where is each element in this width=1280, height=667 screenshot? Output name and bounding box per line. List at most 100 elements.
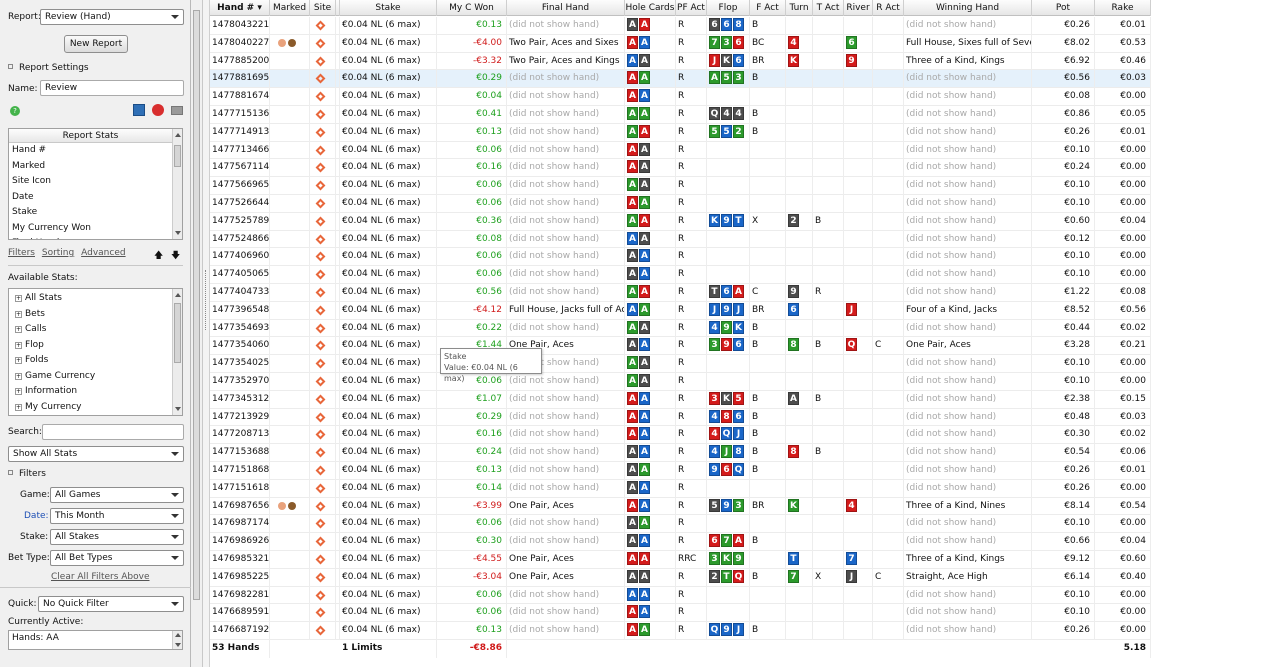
- tree-item[interactable]: +Preflop: [9, 415, 182, 416]
- table-row[interactable]: 14773965484 €0.04 NL (6 max) -€4.12 Full Ho…: [210, 301, 1151, 320]
- table-row[interactable]: 14778852009 €0.04 NL (6 max) -€3.32 Two Pai…: [210, 52, 1151, 71]
- table-row[interactable]: 14775669652 €0.04 NL (6 max) €0.06 (did not…: [210, 177, 1151, 195]
- delete-icon[interactable]: [152, 104, 164, 116]
- tab-filters[interactable]: Filters: [8, 248, 35, 258]
- print-icon[interactable]: [171, 106, 183, 115]
- expand-icon[interactable]: +: [15, 310, 22, 318]
- table-row[interactable]: 14775248665 €0.04 NL (6 max) €0.08 (did not…: [210, 230, 1151, 249]
- table-row[interactable]: 14780432210 €0.04 NL (6 max) €0.13 (did not…: [210, 17, 1151, 35]
- column-header-stake[interactable]: Stake: [340, 0, 437, 16]
- help-icon[interactable]: ?: [10, 106, 20, 116]
- save-icon[interactable]: [133, 104, 145, 116]
- expand-icon[interactable]: +: [15, 341, 22, 349]
- column-header-river[interactable]: River: [844, 0, 873, 16]
- date-filter-select[interactable]: This Month: [50, 508, 184, 524]
- column-header-final[interactable]: Final Hand: [507, 0, 625, 16]
- table-row[interactable]: 14774050658 €0.04 NL (6 max) €0.06 (did not…: [210, 266, 1151, 284]
- scroll-thumb[interactable]: [193, 10, 200, 600]
- scroll-up-icon[interactable]: [175, 633, 181, 637]
- report-select[interactable]: Review (Hand): [40, 9, 184, 25]
- report-name-field[interactable]: Review: [40, 80, 184, 96]
- table-row[interactable]: 14771536883 €0.04 NL (6 max) €0.24 (did not…: [210, 444, 1151, 462]
- column-header-tact[interactable]: T Act: [813, 0, 844, 16]
- column-header-ract[interactable]: R Act: [873, 0, 904, 16]
- move-up-icon[interactable]: 🡅: [154, 251, 164, 261]
- new-report-button[interactable]: New Report: [64, 35, 128, 53]
- table-row[interactable]: 14780402272 €0.04 NL (6 max) -€4.00 Two Pai…: [210, 34, 1151, 53]
- marked-icon[interactable]: [288, 501, 296, 510]
- report-stat-item[interactable]: Site Icon: [12, 176, 51, 186]
- table-row[interactable]: 14777134664 €0.04 NL (6 max) €0.06 (did not…: [210, 141, 1151, 160]
- table-row[interactable]: 14775257897 €0.04 NL (6 max) €0.36 (did not…: [210, 212, 1151, 231]
- scroll-thumb[interactable]: [174, 145, 181, 167]
- table-row[interactable]: 14769876562 €0.04 NL (6 max) -€3.99 One Pai…: [210, 497, 1151, 516]
- table-row[interactable]: 14775671145 €0.04 NL (6 max) €0.16 (did not…: [210, 159, 1151, 178]
- marked-icon[interactable]: [288, 38, 296, 47]
- expand-icon[interactable]: +: [15, 403, 22, 411]
- expand-icon[interactable]: +: [15, 372, 22, 380]
- table-row[interactable]: 14774069608 €0.04 NL (6 max) €0.06 (did not…: [210, 248, 1151, 267]
- report-stat-item[interactable]: Final Hand: [9, 236, 182, 239]
- expand-icon[interactable]: +: [15, 295, 22, 302]
- show-all-stats-select[interactable]: Show All Stats: [8, 446, 184, 462]
- table-row[interactable]: 14769822810 €0.04 NL (6 max) €0.06 (did not…: [210, 586, 1151, 605]
- expand-icon[interactable]: +: [15, 357, 22, 364]
- stake-filter-select[interactable]: All Stakes: [50, 529, 184, 545]
- column-header-pot[interactable]: Pot: [1032, 0, 1095, 16]
- column-header-fact[interactable]: F Act: [750, 0, 786, 16]
- table-row[interactable]: 14777149138 €0.04 NL (6 max) €0.13 (did not…: [210, 123, 1151, 142]
- scroll-down-icon[interactable]: [175, 231, 181, 235]
- filters-section[interactable]: Filters: [8, 469, 46, 479]
- scroll-down-icon[interactable]: [175, 643, 181, 647]
- table-row[interactable]: 14773546936 €0.04 NL (6 max) €0.22 (did not…: [210, 319, 1151, 338]
- column-header-turn[interactable]: Turn: [786, 0, 813, 16]
- marked-icon[interactable]: [278, 501, 286, 510]
- column-header-rake[interactable]: Rake: [1095, 0, 1151, 16]
- column-header-pf[interactable]: PF Act: [676, 0, 707, 16]
- table-row[interactable]: 14769869262 €0.04 NL (6 max) €0.30 (did not…: [210, 533, 1151, 551]
- expand-icon[interactable]: +: [15, 388, 22, 395]
- tree-item[interactable]: + Bets: [9, 307, 182, 323]
- table-row[interactable]: 14773540603 €0.04 NL (6 max) €1.44 One Pair…: [210, 337, 1151, 356]
- scroll-down-icon[interactable]: [175, 407, 181, 411]
- report-stat-item[interactable]: Hand #: [12, 145, 47, 155]
- column-header-won[interactable]: My C Won: [437, 0, 507, 16]
- column-header-site[interactable]: Site: [310, 0, 336, 16]
- available-stats-scrollbar[interactable]: [172, 289, 182, 415]
- report-stat-item[interactable]: Stake: [12, 207, 38, 217]
- game-filter-select[interactable]: All Games: [50, 487, 184, 503]
- clear-filters-link[interactable]: Clear All Filters Above: [51, 572, 150, 582]
- tree-item[interactable]: + Flop: [9, 338, 182, 354]
- tab-sorting[interactable]: Sorting: [41, 248, 75, 258]
- tree-item[interactable]: + My Currency: [9, 400, 182, 416]
- table-row[interactable]: 14773453127 €0.04 NL (6 max) €1.07 (did not…: [210, 390, 1151, 409]
- table-row[interactable]: 14772139290 €0.04 NL (6 max) €0.29 (did not…: [210, 408, 1151, 427]
- column-header-hand[interactable]: Hand # ▾: [210, 0, 270, 16]
- tree-item[interactable]: + Game Currency: [9, 369, 182, 385]
- tree-item[interactable]: + Information: [9, 384, 182, 400]
- scroll-up-icon[interactable]: [175, 133, 181, 137]
- splitter[interactable]: [203, 0, 210, 667]
- scroll-up-icon[interactable]: [175, 293, 181, 297]
- table-row[interactable]: 14775266449 €0.04 NL (6 max) €0.06 (did not…: [210, 195, 1151, 213]
- scroll-thumb[interactable]: [174, 303, 181, 363]
- table-row[interactable]: 14771518686 €0.04 NL (6 max) €0.13 (did not…: [210, 462, 1151, 480]
- quick-filter-select[interactable]: No Quick Filter: [38, 596, 184, 612]
- tree-item[interactable]: + All Stats: [9, 291, 182, 307]
- expand-icon[interactable]: +: [15, 326, 22, 333]
- table-row[interactable]: 14766895913 €0.04 NL (6 max) €0.06 (did not…: [210, 604, 1151, 623]
- table-row[interactable]: 14773540253€0.04 NL (6 max)€0.06(did not…: [210, 355, 1151, 373]
- report-stat-item[interactable]: Marked: [12, 160, 46, 171]
- currently-active-scrollbar[interactable]: [172, 631, 182, 649]
- table-row[interactable]: 14777151365 €0.04 NL (6 max) €0.41 (did not…: [210, 106, 1151, 124]
- tree-item[interactable]: + Folds: [9, 353, 182, 369]
- table-row[interactable]: 14778816955 €0.04 NL (6 max) €0.29 (did not…: [210, 70, 1151, 89]
- table-row[interactable]: 14771516188 €0.04 NL (6 max) €0.14 (did not…: [210, 479, 1151, 498]
- report-stat-item[interactable]: Date: [12, 191, 34, 202]
- stats-search-input[interactable]: [42, 424, 184, 440]
- tree-item[interactable]: + Calls: [9, 322, 182, 338]
- table-row[interactable]: 14772087135 €0.04 NL (6 max) €0.16 (did not…: [210, 426, 1151, 445]
- column-header-marked[interactable]: Marked: [270, 0, 310, 16]
- sidebar-scrollbar[interactable]: [191, 0, 203, 667]
- report-stats-list[interactable]: Report Stats Hand # Marked Site Icon Date St…: [8, 128, 183, 240]
